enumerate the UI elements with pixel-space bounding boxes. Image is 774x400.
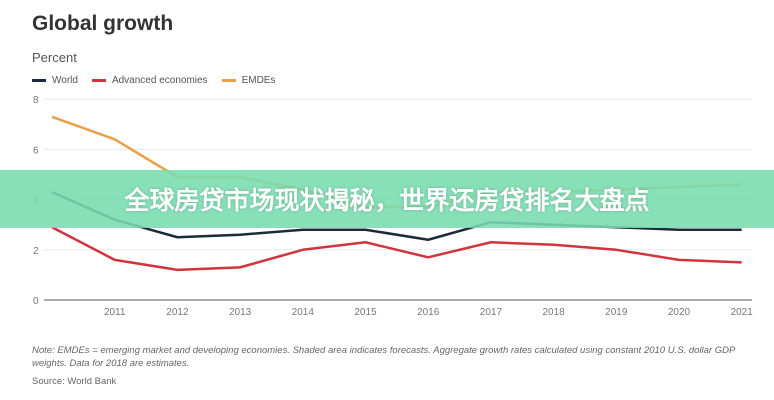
legend-label: EMDEs xyxy=(241,75,276,86)
legend-swatch xyxy=(91,79,106,82)
headline-banner: 全球房贷市场现状揭秘，世界还房贷排名大盘点 xyxy=(0,170,774,228)
y-tick-label: 0 xyxy=(33,296,39,307)
x-tick-label: 2017 xyxy=(480,307,503,318)
x-tick-label: 2014 xyxy=(292,307,315,318)
x-tick-label: 2012 xyxy=(166,307,189,318)
legend: World Advanced economies EMDEs xyxy=(32,75,275,86)
x-tick-label: 2015 xyxy=(354,307,377,318)
y-axis-label: Percent xyxy=(32,50,77,65)
chart-source: Source: World Bank xyxy=(32,376,117,387)
x-tick-label: 2019 xyxy=(605,307,628,318)
series-line-advanced-economies xyxy=(51,226,742,272)
legend-item-advanced: Advanced economies xyxy=(91,75,208,86)
x-tick-label: 2020 xyxy=(668,307,691,318)
legend-item-emdes: EMDEs xyxy=(221,75,276,86)
y-tick-label: 8 xyxy=(33,95,39,106)
x-tick-label: 2011 xyxy=(104,307,126,318)
x-tick-label: 2013 xyxy=(229,307,252,318)
legend-swatch xyxy=(32,79,46,82)
x-tick-label: 2016 xyxy=(417,307,440,318)
x-tick-label: 2018 xyxy=(542,307,565,318)
chart-title: Global growth xyxy=(32,12,174,35)
x-tick-label: 2021 xyxy=(731,307,754,318)
legend-swatch xyxy=(221,79,236,82)
y-tick-label: 2 xyxy=(33,246,39,257)
y-tick-label: 6 xyxy=(33,145,39,156)
legend-label: Advanced economies xyxy=(111,75,208,86)
chart-note: Note: EMDEs = emerging market and develo… xyxy=(32,345,735,369)
legend-label: World xyxy=(52,75,78,86)
legend-item-world: World xyxy=(32,75,78,86)
